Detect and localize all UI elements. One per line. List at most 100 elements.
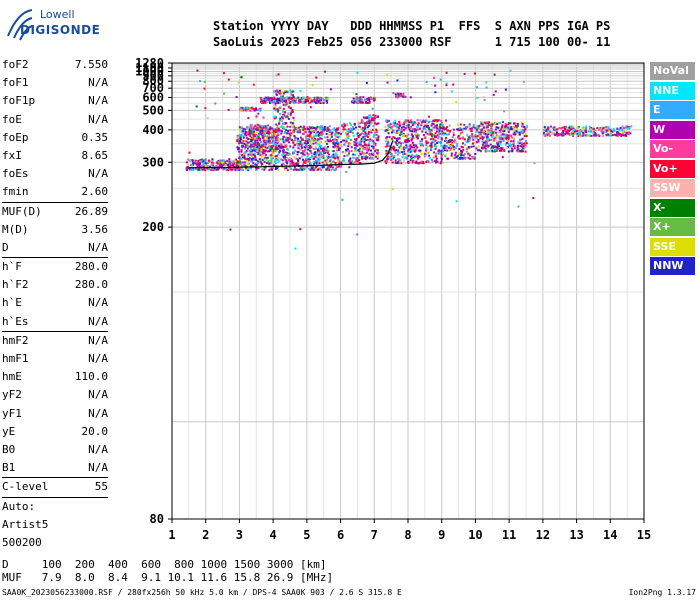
- echo-point: [486, 126, 489, 129]
- echo-point: [304, 152, 307, 155]
- echo-point: [489, 143, 492, 146]
- echo-point: [411, 161, 414, 164]
- echo-point: [520, 141, 523, 144]
- param-value: 2.60: [81, 185, 109, 199]
- echo-point: [313, 160, 316, 163]
- echo-point: [321, 97, 324, 100]
- echo-point: [236, 168, 239, 171]
- echo-point: [324, 140, 327, 143]
- echo-point: [543, 128, 546, 131]
- echo-point: [239, 106, 242, 109]
- echo-point: [433, 145, 436, 148]
- echo-point: [352, 153, 355, 156]
- echo-point: [409, 161, 412, 164]
- echo-point: [377, 114, 380, 117]
- echo-point: [594, 129, 597, 132]
- echo-point: [329, 158, 332, 161]
- echo-point: [292, 101, 295, 104]
- echo-point: [241, 156, 244, 159]
- echo-point: [368, 100, 371, 103]
- echo-point: [510, 128, 513, 131]
- echo-point: [470, 127, 473, 130]
- echo-point: [441, 124, 444, 127]
- echo-point: [293, 139, 296, 142]
- echo-point: [401, 93, 404, 96]
- echo-point: [249, 145, 252, 148]
- echo-point: [272, 149, 275, 152]
- echo-point: [266, 140, 269, 143]
- echo-point: [466, 134, 469, 137]
- echo-point: [505, 146, 508, 149]
- echo-point: [284, 91, 287, 94]
- echo-point: [463, 138, 466, 141]
- echo-point: [408, 127, 411, 130]
- echo-point: [192, 169, 195, 172]
- echo-point: [250, 147, 253, 150]
- echo-point: [352, 126, 355, 129]
- echo-point: [313, 100, 316, 103]
- echo-point: [350, 124, 353, 127]
- echo-point: [276, 167, 279, 170]
- echo-point: [341, 125, 344, 128]
- echo-point: [356, 71, 359, 74]
- echo-point: [245, 159, 248, 162]
- echo-point: [419, 150, 422, 153]
- echo-point: [250, 138, 253, 141]
- echo-point: [284, 97, 287, 100]
- echo-point: [318, 132, 321, 135]
- echo-point: [316, 99, 319, 102]
- echo-point: [492, 134, 495, 137]
- echo-point: [363, 98, 366, 101]
- echo-point: [440, 158, 443, 161]
- echo-point: [195, 163, 198, 166]
- echo-point: [385, 160, 388, 163]
- echo-point: [576, 132, 579, 135]
- echo-point: [307, 98, 310, 101]
- echo-point: [397, 126, 400, 129]
- echo-point: [428, 120, 431, 123]
- echo-point: [224, 164, 227, 167]
- echo-point: [240, 157, 243, 160]
- echo-point: [285, 103, 288, 106]
- param-value: 3.56: [81, 222, 109, 236]
- echo-point: [461, 150, 464, 153]
- echo-point: [256, 140, 259, 143]
- echo-point: [423, 155, 426, 158]
- echo-point: [285, 137, 288, 140]
- echo-point: [319, 137, 322, 140]
- echo-point: [396, 130, 399, 133]
- echo-point: [302, 151, 305, 154]
- echo-point: [278, 160, 281, 163]
- echo-point: [386, 74, 389, 77]
- echo-point: [451, 141, 454, 144]
- echo-point: [568, 133, 571, 136]
- echo-point: [402, 146, 405, 149]
- echo-point: [402, 129, 405, 132]
- echo-point: [610, 130, 613, 133]
- y-tick-label: 200: [142, 220, 164, 234]
- echo-point: [293, 128, 296, 131]
- echo-point: [261, 168, 264, 171]
- echo-point: [306, 152, 309, 155]
- echo-point: [286, 101, 289, 104]
- echo-point: [356, 141, 359, 144]
- echo-point: [317, 133, 320, 136]
- echo-point: [448, 124, 451, 127]
- echo-point: [329, 140, 332, 143]
- echo-point: [409, 96, 412, 99]
- echo-point: [347, 145, 350, 148]
- echo-point: [371, 107, 374, 110]
- echo-point: [487, 124, 490, 127]
- echo-point: [547, 128, 550, 131]
- echo-point: [268, 162, 271, 165]
- echo-point: [335, 167, 338, 170]
- echo-point: [404, 161, 407, 164]
- echo-point: [377, 154, 380, 157]
- echo-point: [562, 133, 565, 136]
- echo-point: [323, 99, 326, 102]
- echo-point: [467, 146, 470, 149]
- echo-point: [357, 101, 360, 104]
- echo-point: [393, 154, 396, 157]
- echo-point: [482, 131, 485, 134]
- echo-point: [362, 116, 365, 119]
